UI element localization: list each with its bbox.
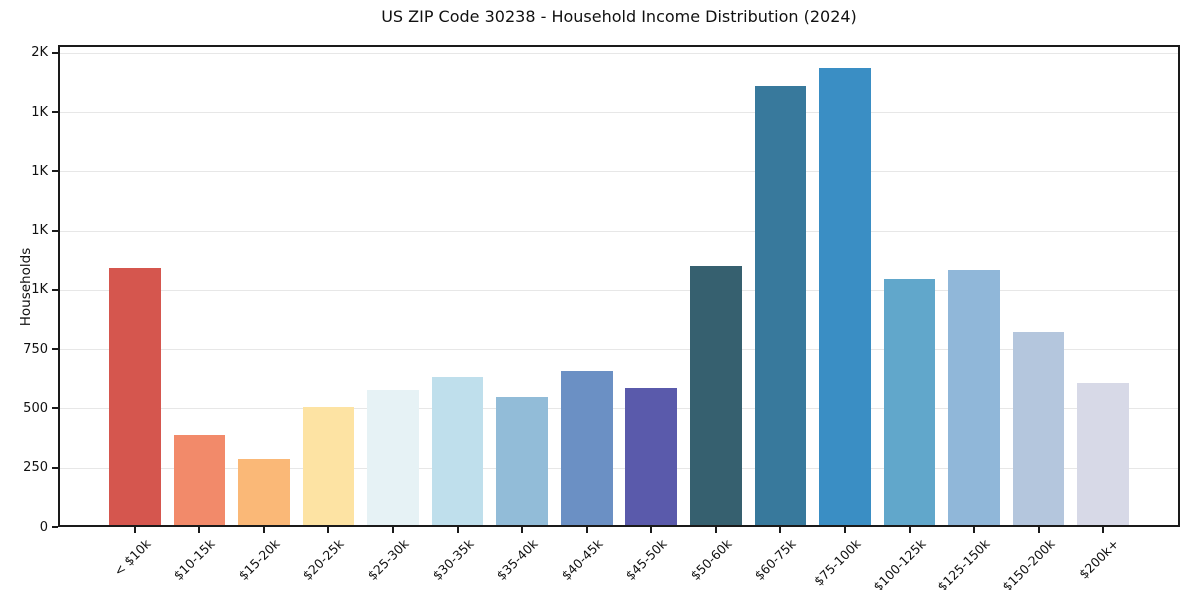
x-tick-mark-4 bbox=[392, 527, 395, 533]
y-tick-label: 500 bbox=[23, 400, 48, 416]
y-tick-mark-1K bbox=[52, 229, 58, 232]
bar-$200k+ bbox=[1077, 382, 1129, 525]
x-tick-mark-11 bbox=[843, 527, 846, 533]
x-tick-mark-8 bbox=[650, 527, 653, 533]
x-tick-mark-1 bbox=[198, 527, 201, 533]
bar-$100-125k bbox=[883, 279, 936, 525]
x-tick-mark-15 bbox=[1102, 527, 1105, 533]
x-tick-mark-7 bbox=[585, 527, 588, 533]
x-tick-mark-6 bbox=[521, 527, 524, 533]
bar-$150-200k bbox=[1012, 331, 1065, 525]
y-tick-mark-1K bbox=[52, 111, 58, 114]
bar-$30-35k bbox=[431, 376, 484, 525]
gridline-1K bbox=[60, 230, 1178, 232]
y-tick-label: 1K bbox=[31, 282, 48, 298]
gridline-250 bbox=[60, 467, 1178, 469]
x-tick-mark-5 bbox=[456, 527, 459, 533]
y-tick-mark-750 bbox=[52, 348, 58, 351]
gridline-1K bbox=[60, 112, 1178, 114]
gridline-750 bbox=[60, 349, 1178, 351]
bar-$35-40k bbox=[496, 396, 548, 525]
gridline-1K bbox=[60, 289, 1178, 291]
y-tick-label: 750 bbox=[23, 341, 48, 357]
x-tick-mark-14 bbox=[1037, 527, 1040, 533]
bar-$75-100k bbox=[819, 67, 871, 525]
y-tick-label: 1K bbox=[31, 163, 48, 179]
bar-$45-50k bbox=[625, 387, 678, 525]
x-tick-mark-0 bbox=[133, 527, 136, 533]
bar-$50-60k bbox=[690, 265, 742, 525]
y-tick-label: 250 bbox=[23, 460, 48, 476]
x-tick-mark-9 bbox=[714, 527, 717, 533]
gridline-2K bbox=[60, 52, 1178, 54]
y-tick-mark-500 bbox=[52, 407, 58, 410]
chart-title: US ZIP Code 30238 - Household Income Dis… bbox=[381, 7, 857, 26]
y-tick-label: 1K bbox=[31, 223, 48, 239]
bar-$20-25k bbox=[302, 406, 355, 525]
y-tick-mark-1K bbox=[52, 170, 58, 173]
y-tick-mark-2K bbox=[52, 51, 58, 54]
x-tick-mark-13 bbox=[973, 527, 976, 533]
bar-$125-150k bbox=[948, 269, 1000, 525]
bar-$15-20k bbox=[238, 458, 290, 525]
y-tick-label: 0 bbox=[39, 519, 48, 535]
bar-$10-15k bbox=[173, 435, 226, 525]
bar-$60-75k bbox=[754, 85, 807, 525]
y-tick-mark-1K bbox=[52, 288, 58, 291]
x-tick-mark-3 bbox=[327, 527, 330, 533]
x-tick-label: < $10k bbox=[110, 536, 154, 579]
y-tick-label: 1K bbox=[31, 104, 48, 120]
bar-$25-30k bbox=[367, 389, 419, 525]
y-tick-mark-0 bbox=[52, 526, 58, 528]
bar-$40-45k bbox=[560, 370, 613, 525]
x-tick-mark-10 bbox=[779, 527, 782, 533]
x-tick-mark-12 bbox=[908, 527, 911, 533]
y-tick-mark-250 bbox=[52, 466, 58, 469]
gridline-500 bbox=[60, 408, 1178, 410]
plot-area bbox=[58, 45, 1180, 527]
bar-< $10k bbox=[109, 268, 161, 525]
x-tick-mark-2 bbox=[262, 527, 265, 533]
y-tick-label: 2K bbox=[31, 45, 48, 61]
gridline-1K bbox=[60, 171, 1178, 173]
